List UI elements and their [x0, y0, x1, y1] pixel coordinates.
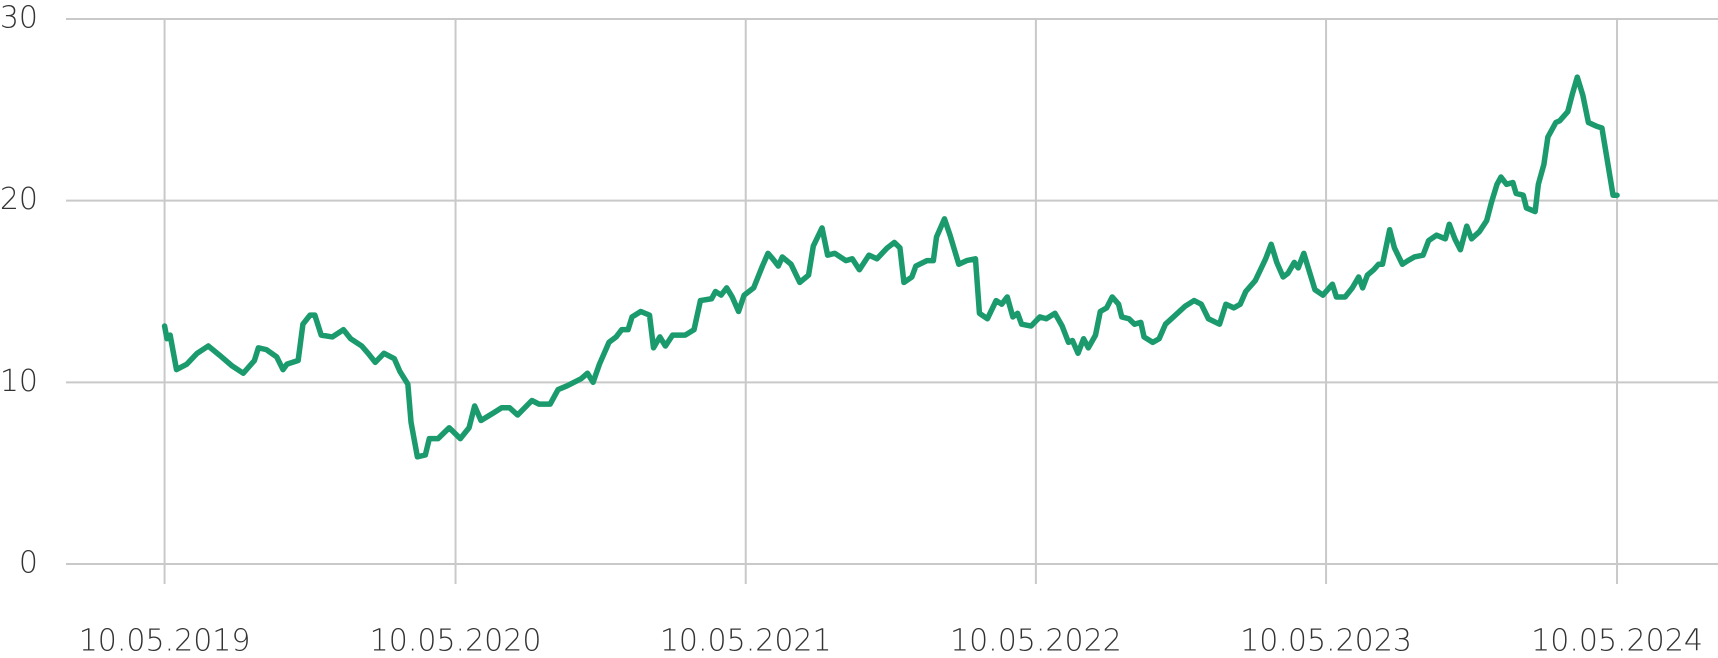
y-tick-label: 10	[0, 364, 38, 399]
x-tick-label: 10.05.2020	[370, 624, 542, 658]
x-tick-label: 10.05.2023	[1240, 624, 1412, 658]
x-tick-label: 10.05.2022	[950, 624, 1122, 658]
y-tick-label: 20	[0, 182, 38, 217]
x-tick-label: 10.05.2019	[79, 624, 251, 658]
x-tick-label: 10.05.2021	[660, 624, 832, 658]
y-tick-label: 0	[19, 546, 38, 581]
x-tick-label: 10.05.2024	[1531, 624, 1703, 658]
data-line	[161, 74, 1620, 460]
y-tick-label: 30	[0, 1, 38, 36]
